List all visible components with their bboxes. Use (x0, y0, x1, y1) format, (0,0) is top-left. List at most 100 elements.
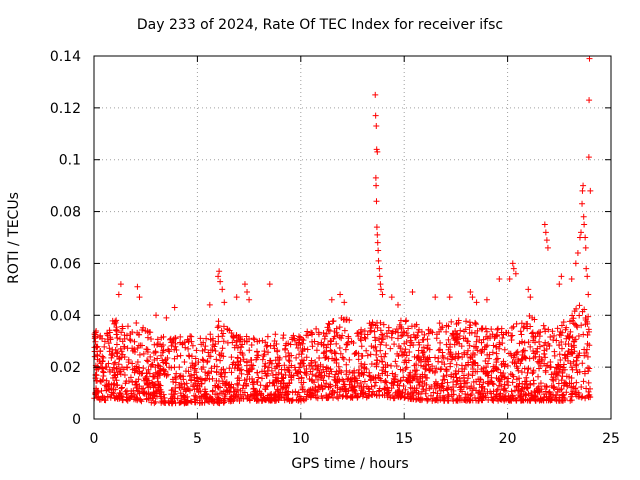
data-point (338, 315, 345, 322)
data-point (177, 390, 184, 397)
data-point (423, 395, 430, 402)
data-point (551, 332, 558, 339)
data-point (420, 386, 427, 393)
data-point (101, 394, 108, 401)
data-point (562, 354, 569, 361)
data-point (336, 324, 343, 331)
data-point (208, 368, 215, 375)
data-point (382, 369, 389, 376)
data-point (493, 344, 500, 351)
data-point (344, 341, 351, 348)
data-point (278, 366, 285, 373)
data-point (168, 364, 175, 371)
data-point (521, 384, 528, 391)
data-point (415, 378, 422, 385)
data-point (207, 353, 214, 360)
data-point (171, 355, 178, 362)
data-point (450, 397, 457, 404)
data-point (478, 339, 485, 346)
data-point (574, 324, 581, 331)
data-point (573, 305, 580, 312)
data-point (465, 338, 472, 345)
data-point (146, 370, 153, 377)
data-point (413, 385, 420, 392)
data-point (181, 359, 188, 366)
data-point (562, 341, 569, 348)
data-point (358, 384, 365, 391)
data-point (333, 329, 340, 336)
data-point (527, 294, 534, 301)
data-point (527, 343, 534, 350)
data-point (435, 355, 442, 362)
data-point (488, 326, 495, 333)
data-point (480, 368, 487, 375)
data-point (452, 371, 459, 378)
data-point (368, 361, 375, 368)
data-point (482, 357, 489, 364)
data-point (547, 391, 554, 398)
data-point (412, 396, 419, 403)
data-point (234, 359, 241, 366)
data-point (234, 344, 241, 351)
data-point (134, 395, 141, 402)
data-point (358, 352, 365, 359)
data-point (217, 371, 224, 378)
data-point (222, 391, 229, 398)
data-point (361, 378, 368, 385)
data-point (308, 329, 315, 336)
data-point (343, 367, 350, 374)
data-point (254, 378, 261, 385)
data-point (406, 349, 413, 355)
data-point (113, 341, 120, 348)
data-point (336, 345, 343, 352)
data-point (409, 377, 416, 384)
data-point (505, 350, 512, 357)
data-point (542, 229, 549, 236)
data-point (569, 366, 576, 373)
data-point (408, 396, 415, 403)
data-point (120, 366, 127, 373)
data-point (527, 381, 534, 388)
data-point (247, 356, 254, 363)
data-point (478, 384, 485, 391)
data-point (509, 260, 516, 267)
data-point (567, 360, 574, 367)
data-point (255, 352, 262, 359)
data-point (461, 396, 468, 403)
data-point (138, 386, 145, 393)
data-point (559, 370, 566, 377)
data-point (241, 281, 248, 288)
data-point (322, 383, 329, 390)
data-point (464, 391, 471, 398)
data-point (547, 363, 554, 370)
data-point (445, 323, 452, 330)
data-point (439, 324, 446, 331)
data-point (392, 389, 399, 396)
data-point (337, 291, 344, 298)
data-point (263, 382, 270, 389)
data-point (443, 372, 450, 379)
data-point (452, 355, 459, 362)
data-point (384, 372, 391, 379)
data-point (248, 393, 255, 400)
data-point (388, 362, 395, 369)
data-point (121, 343, 128, 350)
data-point (313, 373, 320, 380)
data-point (141, 377, 148, 384)
data-point (341, 299, 348, 306)
data-point (258, 375, 265, 382)
data-point (202, 375, 209, 382)
data-point (101, 343, 108, 350)
data-point (360, 371, 367, 378)
data-point (565, 333, 572, 340)
data-point (403, 377, 410, 384)
data-point (479, 326, 486, 333)
data-point (168, 387, 175, 394)
data-point (402, 318, 409, 325)
data-point (243, 362, 250, 369)
data-point (224, 387, 231, 394)
data-point (336, 367, 343, 374)
data-point (322, 333, 329, 340)
data-point (277, 380, 284, 387)
data-point (249, 381, 256, 388)
